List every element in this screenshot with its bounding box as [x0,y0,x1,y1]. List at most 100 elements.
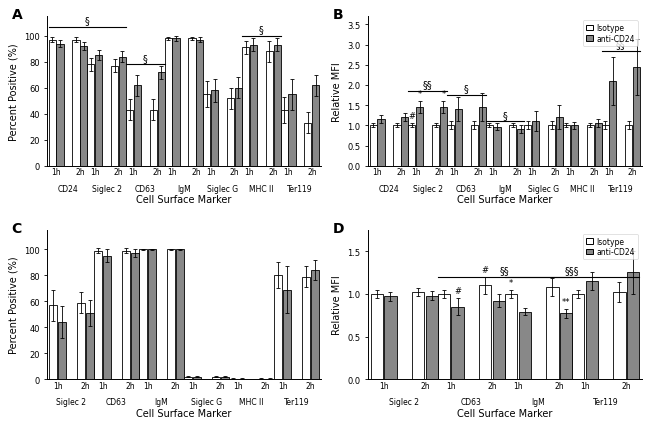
Bar [312,86,319,166]
Bar [164,39,172,166]
Bar [510,126,517,166]
Bar [393,126,400,166]
Bar [519,312,531,379]
Bar [77,303,85,379]
Text: #: # [454,286,461,295]
Text: #: # [482,265,489,274]
Bar [86,313,94,379]
X-axis label: Cell Surface Marker: Cell Surface Marker [136,195,231,204]
Bar [408,126,415,166]
Text: CD24: CD24 [58,184,79,193]
Bar [548,126,555,166]
Bar [274,46,281,166]
Bar [633,68,640,166]
Text: §: § [259,25,264,35]
Text: §: § [143,54,148,64]
Bar [532,122,540,166]
Bar [505,294,517,379]
Bar [176,250,184,379]
Bar [289,95,296,166]
Bar [111,66,118,166]
Bar [72,40,79,166]
Bar [250,46,257,166]
Text: Ter119: Ter119 [593,397,618,406]
Bar [478,108,486,166]
Text: Ter119: Ter119 [287,184,313,193]
Bar [451,307,463,379]
Bar [610,82,616,166]
Bar [134,86,141,166]
Bar [370,294,383,379]
Bar [302,277,310,379]
Text: §: § [464,84,469,94]
Bar [517,129,525,166]
Bar [94,251,102,379]
Bar [49,305,57,379]
Bar [49,40,56,166]
Bar [103,256,111,379]
Text: §§: §§ [500,266,510,276]
Bar [119,58,126,166]
Bar [57,44,64,166]
Text: CD63: CD63 [106,397,127,406]
X-axis label: Cell Surface Marker: Cell Surface Marker [457,195,552,204]
Text: IgM: IgM [532,397,545,406]
Text: Ter119: Ter119 [283,397,309,406]
Text: MHC II: MHC II [249,184,274,193]
Bar [166,250,175,379]
Bar [188,39,196,166]
Bar [126,111,133,166]
Bar [471,126,478,166]
X-axis label: Cell Surface Marker: Cell Surface Marker [457,408,552,417]
Text: Siglec G: Siglec G [528,184,559,193]
Bar [563,126,570,166]
Text: Siglec 2: Siglec 2 [413,184,443,193]
Bar [283,290,291,379]
Bar [150,111,157,166]
Bar [157,73,164,166]
Text: CD63: CD63 [461,397,482,406]
Bar [122,251,130,379]
Bar [455,110,462,166]
Bar [595,124,602,166]
Text: IgM: IgM [155,397,168,406]
Bar [304,124,311,166]
Bar [493,127,501,166]
Bar [571,126,578,166]
Text: §: § [502,110,508,121]
Text: IgM: IgM [177,184,191,193]
Bar [235,89,242,166]
Bar [148,250,156,379]
Legend: Isotype, anti-CD24: Isotype, anti-CD24 [582,21,638,47]
Bar [586,281,598,379]
Text: Siglec 2: Siglec 2 [57,397,86,406]
Bar [432,126,439,166]
Text: Siglec 2: Siglec 2 [389,397,419,406]
Y-axis label: Percent Positive (%): Percent Positive (%) [8,43,18,141]
Bar [242,49,249,166]
Bar [572,294,584,379]
Bar [556,118,563,166]
Bar [384,296,396,379]
Bar [274,276,282,379]
Bar [172,39,179,166]
Bar [139,250,148,379]
Bar [426,296,438,379]
Text: D: D [333,222,344,235]
Bar [627,273,639,379]
Bar [447,126,454,166]
Text: B: B [333,9,343,22]
Text: §§: §§ [422,81,432,90]
Bar [196,40,203,166]
Text: Siglec G: Siglec G [191,397,222,406]
Bar [227,99,234,166]
Bar [131,253,139,379]
Text: CD63: CD63 [135,184,156,193]
Bar [281,111,288,166]
Bar [203,95,211,166]
Bar [370,126,377,166]
Bar [614,292,626,379]
Text: §§: §§ [616,40,626,50]
Text: *: * [441,90,445,99]
Bar [546,287,558,379]
